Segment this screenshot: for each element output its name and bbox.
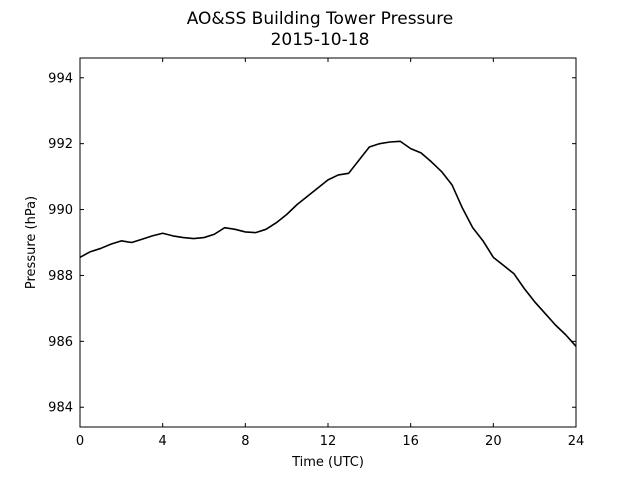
y-tick-label: 992 [48,137,73,152]
x-tick-label: 20 [485,434,502,449]
y-tick-label: 990 [48,203,73,218]
y-axis-ticks: 984 986 988 990 992 994 [48,71,576,416]
x-axis-label: Time (UTC) [291,455,364,470]
x-tick-label: 4 [159,434,167,449]
x-tick-label: 0 [76,434,84,449]
chart-subtitle: 2015-10-18 [271,30,370,50]
plot-area [80,58,576,427]
plot-frame [79,57,577,428]
chart-title: AO&SS Building Tower Pressure [187,9,454,29]
y-tick-label: 988 [48,269,73,284]
pressure-series-line [79,140,577,347]
x-tick-label: 8 [241,434,249,449]
y-tick-label: 984 [48,401,73,416]
y-axis-label: Pressure (hPa) [24,196,39,289]
y-tick-label: 994 [48,71,73,86]
plot-background [80,58,576,427]
x-tick-label: 16 [402,434,419,449]
y-tick-label: 986 [48,335,73,350]
x-tick-label: 24 [568,434,585,449]
x-tick-label: 12 [320,434,337,449]
